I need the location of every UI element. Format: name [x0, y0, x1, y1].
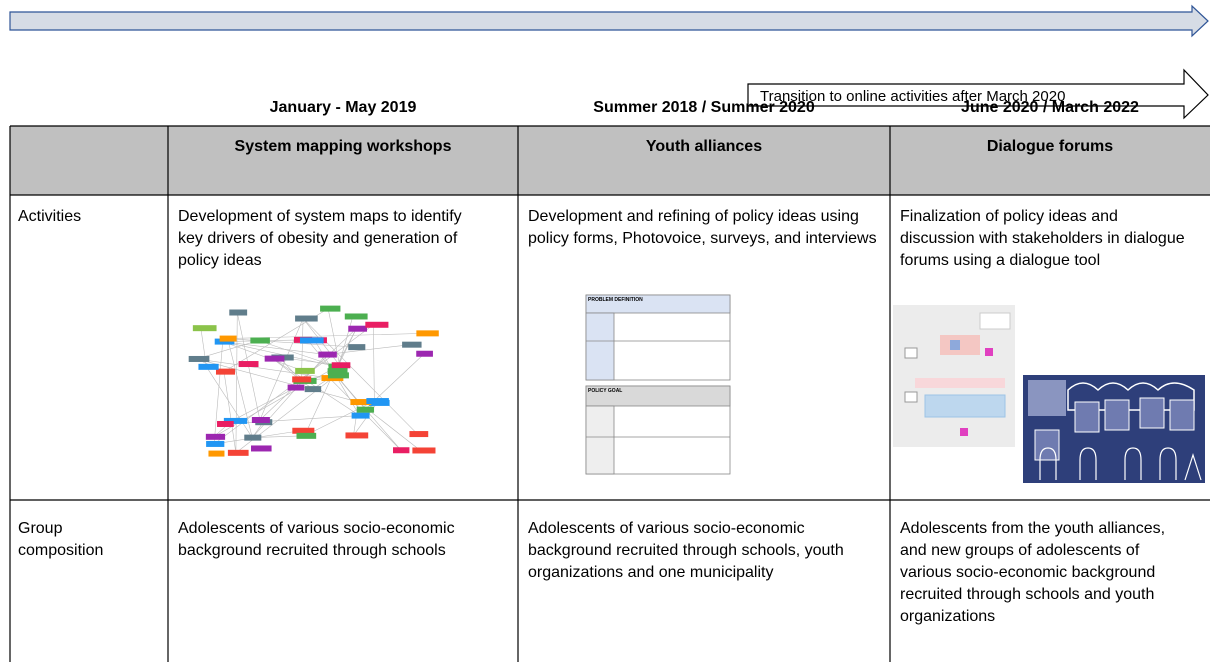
map-node [416, 350, 433, 357]
map-node [206, 440, 225, 447]
map-link [326, 344, 411, 355]
period-label: Summer 2018 / Summer 2020 [593, 99, 815, 116]
cell-text: Development and refining of policy ideas… [528, 208, 877, 247]
timeline-arrow [9, 4, 1209, 38]
map-link [231, 387, 296, 422]
cell-text: Finalization of policy ideas and discuss… [900, 208, 1185, 269]
map-node [344, 313, 368, 320]
map-node [318, 351, 337, 358]
map-link [206, 366, 253, 438]
column-header: Dialogue forums [986, 138, 1114, 155]
map-link [227, 338, 253, 438]
map-node [351, 412, 370, 419]
map-node [393, 447, 410, 454]
cell-text: Adolescents of various socio-economic ba… [178, 520, 455, 559]
map-node [327, 372, 349, 379]
policy-form-image: PROBLEM DEFINITION POLICY GOAL [585, 294, 731, 475]
transition-label: Transition to online activities after Ma… [760, 88, 1066, 105]
map-node [366, 398, 389, 405]
map-node [238, 361, 259, 368]
map-node [295, 315, 318, 322]
cell-text: Adolescents from the youth alliances, an… [900, 520, 1166, 625]
map-node [402, 341, 422, 348]
map-node [412, 447, 436, 454]
map-node [348, 325, 368, 332]
map-node [227, 449, 249, 456]
map-node [304, 386, 322, 393]
period-label: January - May 2019 [269, 99, 417, 116]
table-grid [9, 125, 1210, 662]
map-node [296, 432, 317, 439]
map-node [348, 344, 366, 351]
map-node [365, 321, 389, 328]
map-node [217, 420, 234, 427]
row-label: Activities [18, 208, 82, 225]
map-link [235, 312, 238, 453]
map-node [251, 445, 272, 452]
form-heading: PROBLEM DEFINITION [588, 297, 643, 303]
period-label: June 2020 / March 2022 [961, 99, 1139, 116]
cell-text: Adolescents of various socio-economic ba… [528, 520, 844, 581]
map-node [327, 368, 348, 375]
map-link [225, 415, 360, 425]
column-header: System mapping workshops [234, 138, 452, 155]
map-node [214, 338, 235, 345]
map-node [205, 433, 226, 440]
map-node [198, 363, 219, 370]
map-node [287, 384, 305, 391]
map-node [350, 399, 372, 406]
map-node [223, 417, 248, 424]
map-link [196, 340, 259, 360]
map-node [345, 432, 369, 439]
map-link [327, 308, 341, 366]
map-link [213, 324, 374, 445]
map-node [331, 362, 351, 369]
map-node [320, 305, 341, 312]
cell-text: Development of system maps to identify k… [178, 208, 462, 269]
map-link [196, 358, 359, 403]
map-node [208, 450, 225, 457]
map-node [215, 368, 236, 375]
map-node [356, 406, 375, 413]
map-link [259, 328, 357, 421]
map-link [222, 341, 304, 372]
transition-arrow [747, 68, 1209, 120]
map-node [192, 325, 217, 332]
form-heading: POLICY GOAL [588, 388, 622, 394]
map-node [292, 427, 315, 434]
map-link [213, 341, 224, 444]
map-node [295, 367, 315, 374]
dialogue-tool-image [893, 305, 1205, 483]
column-header: Youth alliances [645, 138, 763, 155]
header-row [10, 126, 1210, 195]
map-node [244, 434, 262, 441]
map-node [251, 416, 270, 423]
map-node [299, 337, 324, 344]
map-node [188, 355, 210, 362]
map-link [259, 318, 304, 421]
map-node [250, 337, 270, 344]
map-node [416, 330, 439, 337]
map-link [196, 358, 330, 379]
system-map-image [188, 305, 439, 457]
map-node [409, 431, 429, 438]
map-node [292, 376, 312, 383]
map-link [223, 371, 237, 453]
map-node [264, 355, 285, 362]
map-link [227, 338, 357, 348]
map-node [229, 309, 248, 316]
map-node [219, 335, 237, 342]
map-link [373, 324, 375, 402]
map-link [222, 341, 327, 355]
row-label: Group composition [18, 520, 104, 559]
